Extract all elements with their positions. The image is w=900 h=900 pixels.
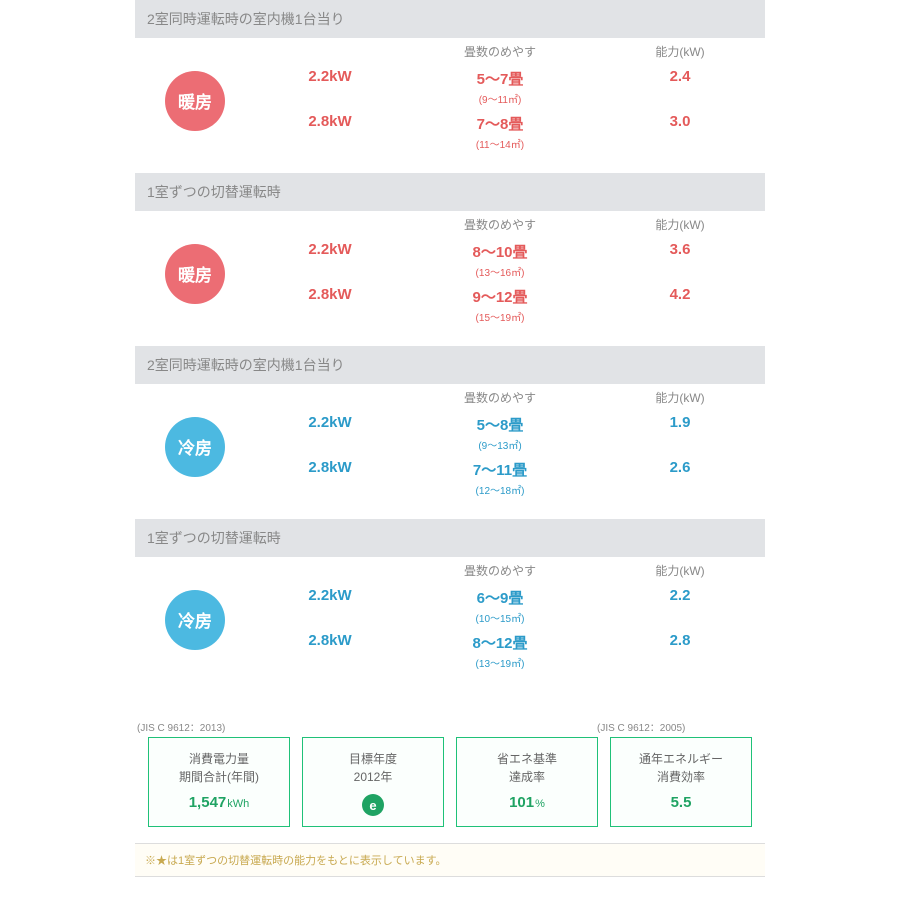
jis-label-right: (JIS C 9612：2005) [597, 719, 685, 734]
tatami-sub: (12～18㎡) [405, 482, 595, 497]
tatami-sub: (13～16㎡) [405, 264, 595, 279]
spec-row: 2.8kW7～8畳 (11～14㎡)3.0 [255, 113, 765, 151]
capacity-value: 2.4 [595, 68, 765, 85]
spec-section: 2室同時運転時の室内機1台当り冷房 畳数のめやす能力(kW) 2.2kW5～8畳 (9… [135, 346, 765, 519]
heating-badge: 暖房 [165, 71, 225, 131]
power-value: 2.8kW [255, 113, 405, 130]
spec-section: 1室ずつの切替運転時暖房 畳数のめやす能力(kW) 2.2kW8～10畳 (13～16… [135, 173, 765, 346]
section-title: 2室同時運転時の室内機1台当り [135, 346, 765, 384]
column-header-tatami: 畳数のめやす [405, 389, 595, 406]
info-strip: (JIS C 9612：2013)(JIS C 9612：2005)消費電力量期… [135, 737, 765, 827]
section-title: 2室同時運転時の室内機1台当り [135, 0, 765, 38]
tatami-sub: (9～13㎡) [405, 437, 595, 452]
power-value: 2.8kW [255, 632, 405, 649]
spec-row: 2.2kW6～9畳 (10～15㎡)2.2 [255, 587, 765, 625]
info-line1: 消費電力量 [155, 750, 283, 768]
cooling-badge: 冷房 [165, 590, 225, 650]
spec-table: 冷房 畳数のめやす能力(kW) 2.2kW6～9畳 (10～15㎡)2.2 2.8kW8… [135, 557, 765, 692]
capacity-value: 4.2 [595, 286, 765, 303]
info-value: 1,547kWh [155, 794, 283, 811]
info-line2: 達成率 [463, 768, 591, 786]
info-value: 5.5 [617, 794, 745, 811]
column-header-capacity: 能力(kW) [595, 216, 765, 233]
column-header-power [255, 216, 405, 233]
section-title: 1室ずつの切替運転時 [135, 173, 765, 211]
column-header-power [255, 389, 405, 406]
jis-label-left: (JIS C 9612：2013) [137, 719, 225, 734]
capacity-value: 3.6 [595, 241, 765, 258]
spec-row: 2.8kW7～11畳 (12～18㎡)2.6 [255, 459, 765, 497]
capacity-value: 3.0 [595, 113, 765, 130]
tatami-main: 7～8畳 [405, 113, 595, 134]
tatami-main: 5～8畳 [405, 414, 595, 435]
spec-table: 暖房 畳数のめやす能力(kW) 2.2kW8～10畳 (13～16㎡)3.6 2.8kW… [135, 211, 765, 346]
info-card: 省エネ基準達成率 101% [456, 737, 598, 827]
tatami-main: 5～7畳 [405, 68, 595, 89]
tatami-sub: (15～19㎡) [405, 309, 595, 324]
info-line1: 通年エネルギー [617, 750, 745, 768]
spec-section: 1室ずつの切替運転時冷房 畳数のめやす能力(kW) 2.2kW6～9畳 (10～15㎡… [135, 519, 765, 692]
column-header-power [255, 562, 405, 579]
eco-icon: e [362, 794, 384, 816]
tatami-sub: (13～19㎡) [405, 655, 595, 670]
capacity-value: 2.2 [595, 587, 765, 604]
power-value: 2.2kW [255, 68, 405, 85]
spec-table: 冷房 畳数のめやす能力(kW) 2.2kW5～8畳 (9～13㎡)1.9 2.8kW7～… [135, 384, 765, 519]
spec-row: 2.2kW5～7畳 (9～11㎡)2.4 [255, 68, 765, 106]
column-header-tatami: 畳数のめやす [405, 562, 595, 579]
info-card: 目標年度2012年 e [302, 737, 444, 827]
column-header-capacity: 能力(kW) [595, 562, 765, 579]
tatami-sub: (10～15㎡) [405, 610, 595, 625]
power-value: 2.2kW [255, 414, 405, 431]
info-unit: kWh [227, 798, 249, 810]
info-line2: 2012年 [309, 768, 437, 786]
section-title: 1室ずつの切替運転時 [135, 519, 765, 557]
tatami-sub: (9～11㎡) [405, 91, 595, 106]
cooling-badge: 冷房 [165, 417, 225, 477]
column-header-power [255, 43, 405, 60]
tatami-main: 9～12畳 [405, 286, 595, 307]
column-header-capacity: 能力(kW) [595, 43, 765, 60]
footnote: ※★は1室ずつの切替運転時の能力をもとに表示しています。 [135, 843, 765, 877]
power-value: 2.8kW [255, 459, 405, 476]
power-value: 2.8kW [255, 286, 405, 303]
info-unit: % [535, 798, 545, 810]
power-value: 2.2kW [255, 587, 405, 604]
tatami-main: 8～10畳 [405, 241, 595, 262]
column-header-tatami: 畳数のめやす [405, 43, 595, 60]
capacity-value: 2.6 [595, 459, 765, 476]
tatami-main: 8～12畳 [405, 632, 595, 653]
spec-table: 暖房 畳数のめやす能力(kW) 2.2kW5～7畳 (9～11㎡)2.4 2.8kW7～… [135, 38, 765, 173]
capacity-value: 1.9 [595, 414, 765, 431]
capacity-value: 2.8 [595, 632, 765, 649]
info-line1: 目標年度 [309, 750, 437, 768]
info-card: 消費電力量期間合計(年間) 1,547kWh [148, 737, 290, 827]
spec-section: 2室同時運転時の室内機1台当り暖房 畳数のめやす能力(kW) 2.2kW5～7畳 (9… [135, 0, 765, 173]
power-value: 2.2kW [255, 241, 405, 258]
heating-badge: 暖房 [165, 244, 225, 304]
info-line2: 期間合計(年間) [155, 768, 283, 786]
info-line1: 省エネ基準 [463, 750, 591, 768]
spec-row: 2.8kW8～12畳 (13～19㎡)2.8 [255, 632, 765, 670]
info-value: 101% [463, 794, 591, 811]
info-line2: 消費効率 [617, 768, 745, 786]
spec-row: 2.2kW5～8畳 (9～13㎡)1.9 [255, 414, 765, 452]
tatami-sub: (11～14㎡) [405, 136, 595, 151]
spec-row: 2.8kW9～12畳 (15～19㎡)4.2 [255, 286, 765, 324]
tatami-main: 7～11畳 [405, 459, 595, 480]
tatami-main: 6～9畳 [405, 587, 595, 608]
column-header-tatami: 畳数のめやす [405, 216, 595, 233]
info-card: 通年エネルギー消費効率 5.5 [610, 737, 752, 827]
spec-row: 2.2kW8～10畳 (13～16㎡)3.6 [255, 241, 765, 279]
column-header-capacity: 能力(kW) [595, 389, 765, 406]
